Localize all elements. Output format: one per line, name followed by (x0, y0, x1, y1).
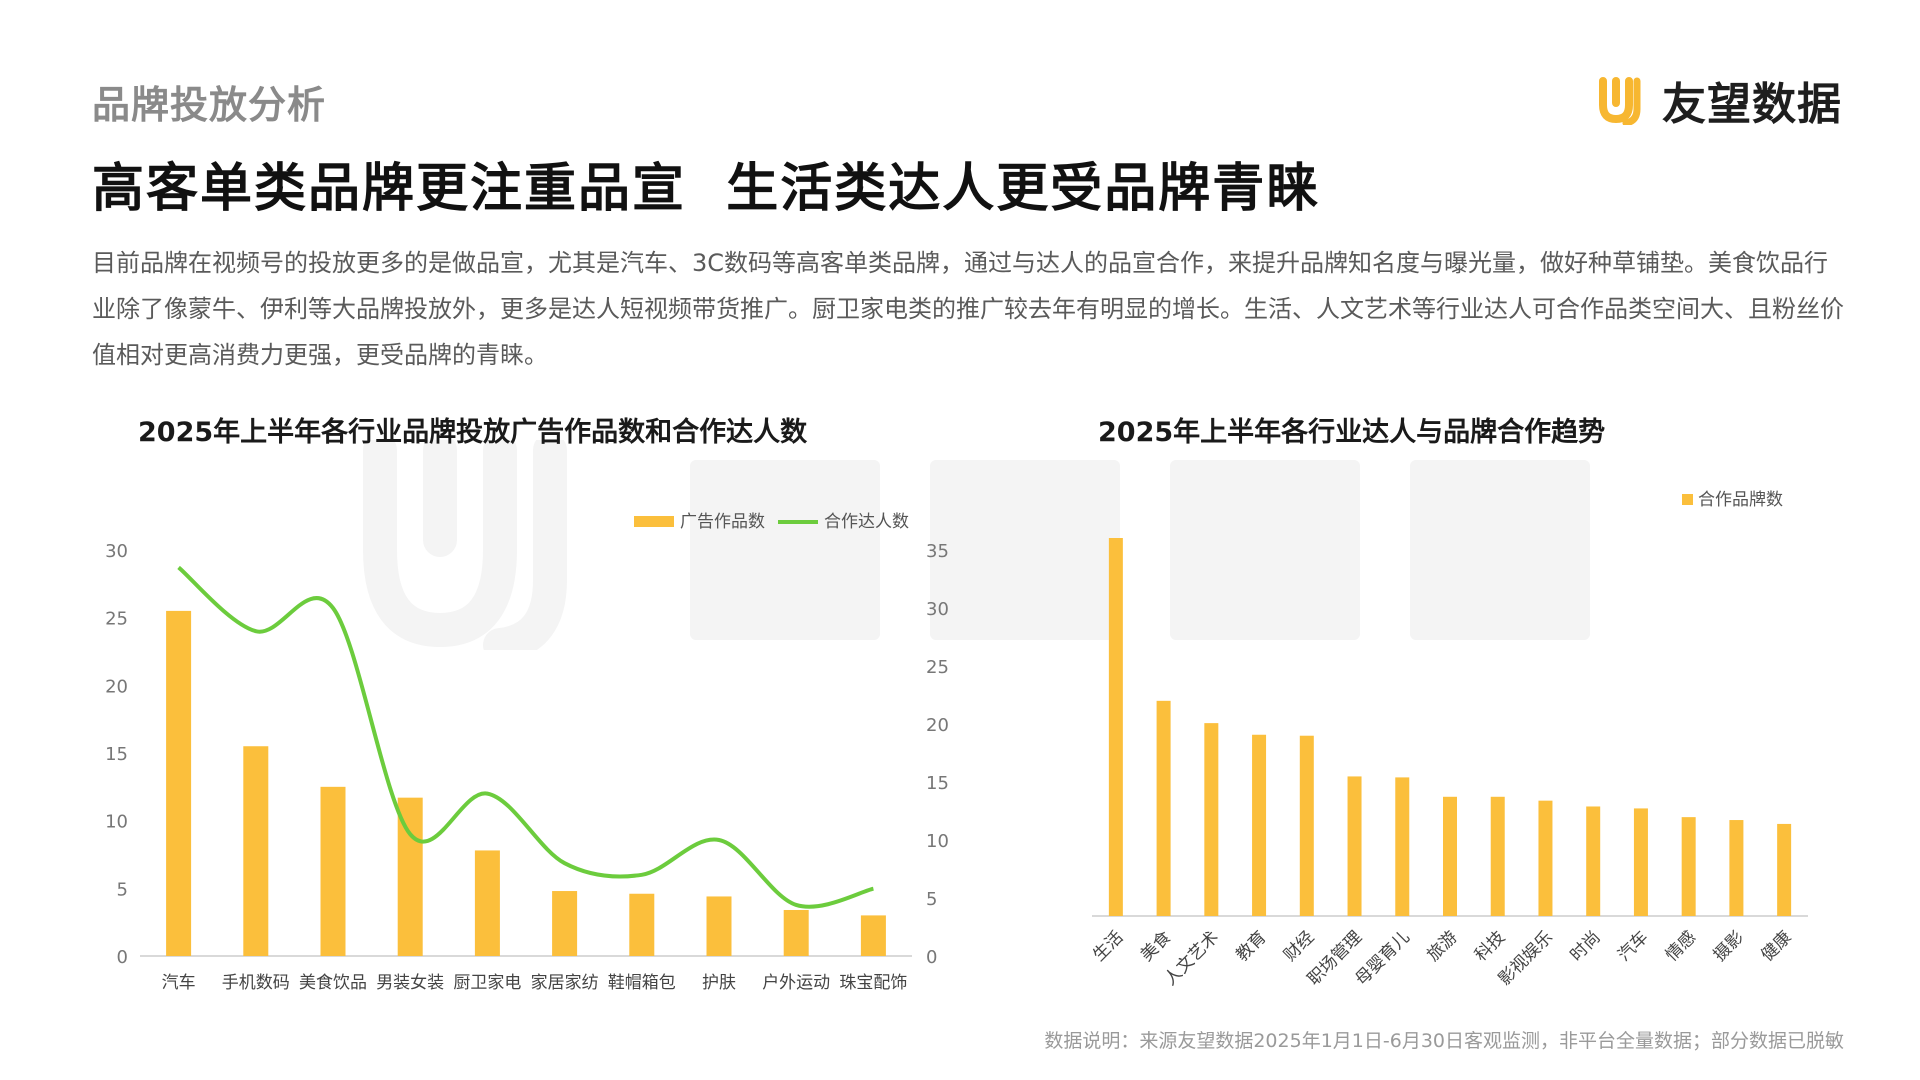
chart1-ytick-right: 5 (926, 889, 937, 910)
chart1-ytick-right: 10 (926, 831, 949, 852)
chart1-xtick-label: 美食饮品 (299, 973, 367, 993)
chart2-bar (1586, 806, 1601, 916)
chart1-xtick-label: 手机数码 (222, 973, 290, 993)
chart1-xtick-label: 汽车 (162, 973, 196, 993)
chart2-xtick-label: 旅游 (1423, 927, 1461, 965)
page-headline: 高客单类品牌更注重品宣 生活类达人更受品牌青睐 (92, 159, 1321, 219)
chart1-bar (243, 746, 269, 956)
section-label: 品牌投放分析 (92, 83, 327, 127)
brand-logo: 友望数据 (1596, 70, 1844, 130)
chart2-bar (1299, 735, 1314, 916)
chart2-xtick-label: 情感 (1662, 927, 1700, 965)
chart1-bar (552, 891, 578, 956)
chart1-bar (166, 610, 192, 956)
description-paragraph: 目前品牌在视频号的投放更多的是做品宣，尤其是汽车、3C数码等高客单类品牌，通过与… (92, 249, 1844, 369)
chart2-xtick-label: 财经 (1280, 927, 1318, 965)
chart2-xtick-label: 健康 (1757, 927, 1795, 965)
chart1-xtick-label: 厨卫家电 (453, 973, 521, 993)
chart2-bar (1729, 820, 1744, 916)
chart2-bar (1490, 796, 1505, 916)
chart2-xtick-label: 科技 (1471, 927, 1509, 965)
brand-logo-icon (1599, 77, 1641, 125)
chart1-ytick-right: 15 (926, 773, 949, 794)
chart2-bar (1252, 734, 1267, 916)
chart2-bar (1204, 723, 1219, 916)
chart1-xtick-label: 护肤 (702, 973, 736, 993)
chart2-bar (1681, 817, 1696, 916)
brand-logo-text: 友望数据 (1662, 79, 1842, 130)
chart1-xtick-label: 鞋帽箱包 (608, 973, 676, 993)
chart1-ytick-left: 10 (105, 812, 128, 833)
chart1-ytick-left: 0 (117, 947, 128, 968)
chart2-xtick-label: 摄影 (1710, 927, 1748, 965)
chart2-xtick-label: 生活 (1089, 927, 1127, 965)
chart2-bar (1347, 776, 1362, 916)
chart1-ytick-right: 35 (926, 541, 949, 562)
chart1-ytick-right: 20 (926, 715, 949, 736)
chart1-bar (706, 896, 732, 956)
chart2-xtick-label: 时尚 (1567, 927, 1605, 965)
chart1-xtick-label: 珠宝配饰 (839, 973, 907, 993)
chart1-ytick-right: 0 (926, 947, 937, 968)
chart1-ytick-left: 15 (105, 744, 128, 765)
chart1-legend-line-label: 合作达人数 (824, 512, 909, 532)
chart2-xtick-label: 美食 (1137, 927, 1175, 965)
chart1-legend-bar-label: 广告作品数 (680, 512, 765, 532)
chart2-xtick-label: 汽车 (1614, 927, 1652, 965)
chart1-ytick-left: 25 (105, 609, 128, 630)
chart2-xtick-label: 教育 (1232, 927, 1270, 965)
chart2-legend-label: 合作品牌数 (1698, 490, 1783, 510)
chart2-bar (1156, 700, 1171, 916)
chart2-bar (1108, 538, 1123, 916)
chart1-bar (783, 909, 809, 956)
chart2-bar (1395, 777, 1410, 916)
chart2-bar (1443, 796, 1457, 916)
chart2-bar (1777, 823, 1792, 916)
chart1-bar (474, 850, 500, 956)
data-source-note: 数据说明：来源友望数据2025年1月1日-6月30日客观监测，非平台全量数据；部… (1044, 1030, 1844, 1052)
chart1-legend-bar-swatch (634, 516, 674, 527)
chart1-xtick-label: 家居家纺 (531, 973, 599, 993)
chart1-bar (629, 893, 655, 956)
chart1-line-series (177, 565, 874, 909)
chart1-ytick-left: 30 (105, 541, 128, 562)
chart1-ytick-right: 30 (926, 599, 949, 620)
chart1-ytick-left: 20 (105, 676, 128, 697)
chart2-bar (1633, 808, 1648, 916)
chart1-xtick-label: 男装女装 (376, 973, 444, 993)
chart2-legend-swatch (1682, 494, 1693, 505)
chart1-bar (320, 786, 346, 956)
chart1-bar (860, 915, 886, 956)
chart1-ytick-right: 25 (926, 657, 949, 678)
chart2-bar (1538, 800, 1553, 916)
chart1-ytick-left: 5 (117, 879, 128, 900)
chart1-xtick-label: 户外运动 (762, 973, 830, 993)
chart1-title: 2025年上半年各行业品牌投放广告作品数和合作达人数 (138, 417, 808, 448)
chart2-title: 2025年上半年各行业达人与品牌合作趋势 (1098, 417, 1606, 448)
